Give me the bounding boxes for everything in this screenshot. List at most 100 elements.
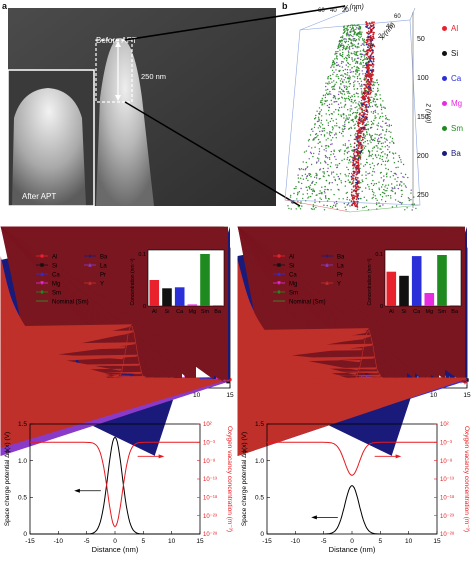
atom xyxy=(353,157,355,159)
atom xyxy=(349,26,351,28)
atom xyxy=(314,124,316,126)
atom xyxy=(366,84,368,86)
atom xyxy=(371,174,373,176)
atom xyxy=(323,171,325,173)
atom xyxy=(352,164,355,167)
atom xyxy=(369,64,371,67)
atom xyxy=(314,146,316,148)
atom xyxy=(349,24,351,27)
atom xyxy=(366,87,369,89)
atom xyxy=(360,58,362,61)
atom xyxy=(358,113,361,115)
atom xyxy=(356,177,359,179)
legend-marker xyxy=(277,289,281,295)
atom xyxy=(376,82,378,84)
atom xyxy=(343,85,345,87)
atom xyxy=(364,89,367,92)
atom xyxy=(382,142,384,144)
atom xyxy=(372,138,374,141)
atom xyxy=(372,64,375,66)
atom xyxy=(389,151,391,153)
atom xyxy=(331,63,334,65)
atom xyxy=(363,40,366,42)
atom xyxy=(372,147,374,149)
atom xyxy=(357,42,360,45)
atom xyxy=(326,200,329,202)
atom xyxy=(389,195,392,197)
atom xyxy=(372,37,375,40)
atom xyxy=(361,93,363,96)
atom xyxy=(357,131,360,134)
atom xyxy=(386,176,388,178)
atom xyxy=(323,204,325,206)
atom xyxy=(328,103,331,106)
atom xyxy=(343,58,345,60)
atom xyxy=(371,71,374,74)
legend-item: Sm xyxy=(36,289,61,296)
legend-label: Ba xyxy=(451,149,461,158)
legend-item: Mg xyxy=(273,281,297,287)
atom xyxy=(335,118,337,121)
atom xyxy=(327,82,329,85)
atom xyxy=(378,134,380,137)
atom xyxy=(314,117,317,119)
legend-label: Ca xyxy=(52,272,60,278)
atom xyxy=(333,111,335,113)
legend-marker xyxy=(277,281,281,286)
atom xyxy=(324,160,326,162)
atom xyxy=(327,75,330,78)
atom xyxy=(352,200,355,203)
atom xyxy=(357,157,360,160)
atom xyxy=(363,42,365,44)
atom xyxy=(379,97,382,100)
atom xyxy=(351,188,353,191)
atom xyxy=(346,86,348,88)
scale-bar-label: 250 nm xyxy=(141,72,167,81)
atom xyxy=(356,137,359,139)
atom xyxy=(369,166,372,169)
atom xyxy=(320,100,322,102)
atom xyxy=(376,150,378,152)
atom xyxy=(365,85,368,88)
atom xyxy=(329,205,332,208)
atom xyxy=(348,33,350,35)
atom xyxy=(358,69,360,72)
atom xyxy=(347,168,349,171)
atom xyxy=(330,150,332,153)
atom xyxy=(373,84,375,87)
atom xyxy=(290,208,292,210)
atom xyxy=(346,54,348,57)
atom xyxy=(348,77,350,79)
atom xyxy=(376,164,379,166)
atom xyxy=(348,48,351,50)
inset-y-label: Concentration (nm⁻²) xyxy=(130,258,136,305)
atom xyxy=(345,115,347,117)
atom xyxy=(354,46,357,48)
atom xyxy=(342,51,344,54)
atom xyxy=(327,174,330,176)
atom xyxy=(339,49,341,51)
atom xyxy=(371,39,373,41)
y-tick-label: 1.0 xyxy=(18,458,27,465)
atom xyxy=(349,39,352,41)
atom xyxy=(367,209,370,211)
y-right-tick-label: 10⁻¹⁸ xyxy=(203,495,218,502)
atom xyxy=(349,114,352,116)
inset-bar xyxy=(411,256,422,306)
legend-label: Al xyxy=(451,24,459,33)
atom xyxy=(332,97,335,99)
atom xyxy=(327,122,329,124)
atom xyxy=(353,172,355,175)
atom xyxy=(361,179,363,181)
atom xyxy=(365,128,368,131)
atom xyxy=(354,170,356,173)
inset-category-label: Si xyxy=(402,309,407,315)
atom xyxy=(394,178,396,180)
atom xyxy=(308,174,311,177)
atom xyxy=(360,151,363,153)
atom xyxy=(313,152,315,155)
atom xyxy=(393,162,396,164)
atom xyxy=(356,47,358,49)
atom xyxy=(346,166,348,168)
atom xyxy=(344,103,347,106)
